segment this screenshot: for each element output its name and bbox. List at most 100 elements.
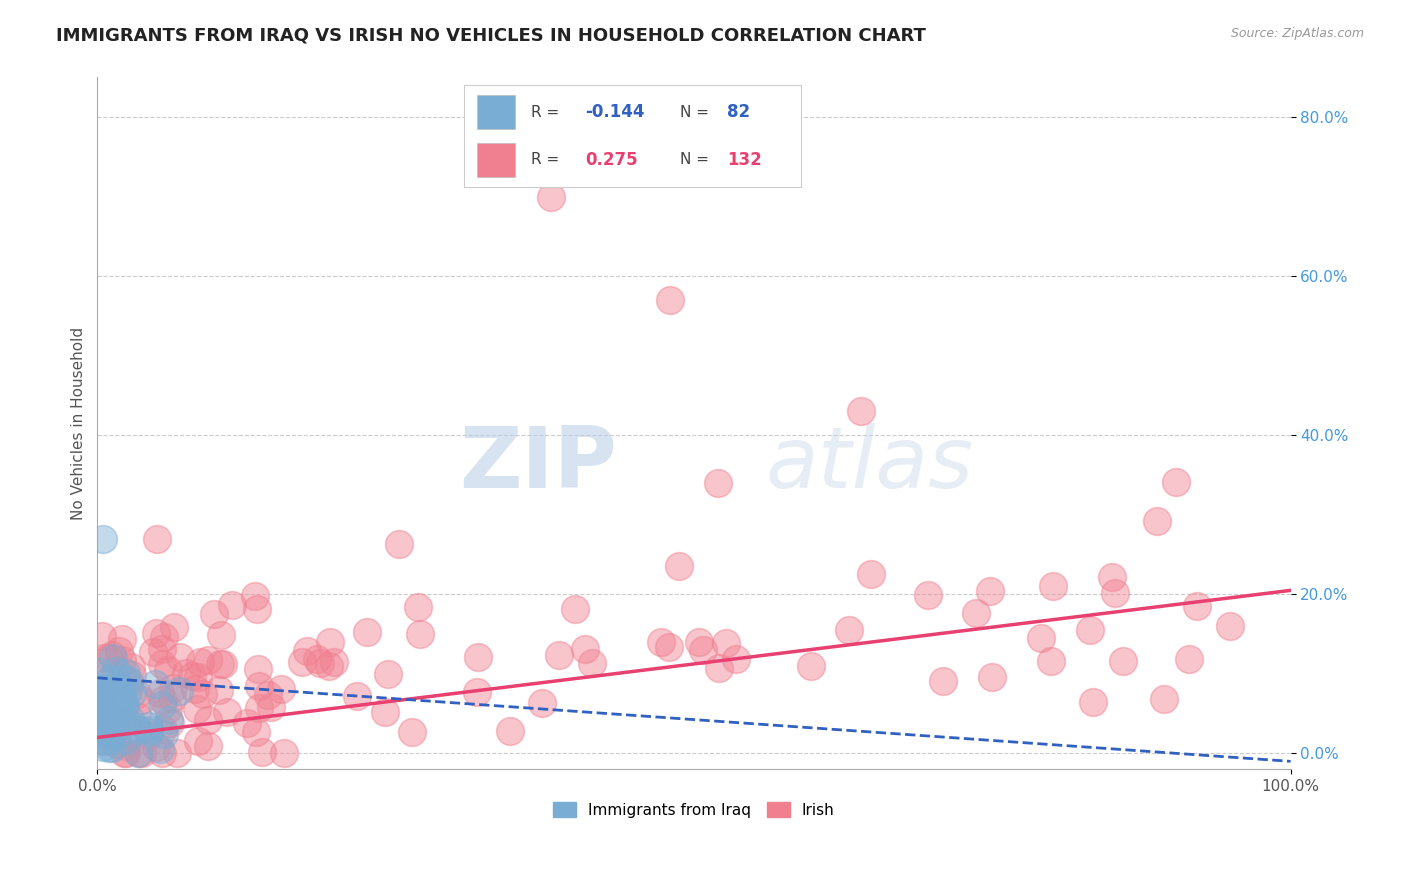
Point: [149, 742, 172, 756]
Point: [138, 725, 160, 739]
Point: [93, 710, 115, 724]
Point: [104, 664, 127, 678]
Point: [110, 711, 132, 725]
Point: [184, 682, 207, 697]
Point: [91, 699, 114, 714]
Point: [111, 712, 134, 726]
Point: [138, 723, 160, 738]
Point: [145, 626, 167, 640]
Point: [94, 697, 117, 711]
Point: [97, 702, 120, 716]
Point: [103, 681, 125, 695]
Point: [87, 681, 110, 696]
Point: [581, 656, 603, 670]
Point: [659, 293, 682, 307]
Point: [128, 747, 150, 761]
Point: [115, 714, 138, 729]
Point: [100, 729, 122, 743]
Point: [93, 704, 115, 718]
Point: [96, 691, 118, 706]
Point: [101, 741, 124, 756]
Point: [209, 628, 232, 642]
Point: [318, 659, 340, 673]
Point: [96, 690, 118, 704]
Point: [148, 686, 170, 700]
Point: [467, 649, 489, 664]
Point: [859, 567, 882, 582]
Point: [707, 475, 730, 490]
Point: [388, 537, 411, 551]
Point: [1029, 632, 1052, 646]
Point: [125, 720, 148, 734]
Point: [87, 719, 110, 733]
Point: [89, 719, 111, 733]
Point: [917, 588, 939, 602]
Point: [89, 705, 111, 719]
Point: [1104, 586, 1126, 600]
Point: [97, 691, 120, 706]
Point: [377, 667, 399, 681]
Point: [146, 532, 169, 546]
Point: [87, 710, 110, 724]
Point: [215, 705, 238, 719]
Point: [94, 712, 117, 726]
Point: [112, 696, 135, 710]
Point: [127, 747, 149, 761]
Point: [409, 626, 432, 640]
Text: Source: ZipAtlas.com: Source: ZipAtlas.com: [1230, 27, 1364, 40]
Point: [150, 747, 173, 761]
Point: [93, 704, 115, 718]
Point: [246, 602, 269, 616]
Point: [112, 713, 135, 727]
Point: [202, 607, 225, 622]
Point: [89, 688, 111, 702]
Point: [169, 683, 191, 698]
Legend: Immigrants from Iraq, Irish: Immigrants from Iraq, Irish: [547, 796, 841, 824]
Point: [90, 723, 112, 738]
Point: [91, 740, 114, 755]
Point: [114, 747, 136, 761]
Point: [91, 718, 114, 732]
Point: [1185, 599, 1208, 613]
Point: [688, 635, 710, 649]
Point: [247, 679, 270, 693]
Point: [103, 698, 125, 713]
Point: [1153, 691, 1175, 706]
Point: [193, 687, 215, 701]
Point: [97, 687, 120, 701]
Point: [125, 687, 148, 701]
Point: [136, 719, 159, 733]
Point: [105, 690, 128, 705]
Point: [564, 602, 586, 616]
Point: [94, 706, 117, 721]
Point: [981, 670, 1004, 684]
Point: [98, 698, 121, 713]
Point: [114, 673, 136, 687]
Point: [838, 623, 860, 637]
Point: [94, 675, 117, 690]
Point: [100, 712, 122, 726]
Point: [186, 702, 208, 716]
Point: [118, 673, 141, 688]
Point: [162, 681, 184, 695]
Point: [236, 716, 259, 731]
Point: [166, 747, 188, 761]
Point: [157, 664, 180, 678]
Point: [257, 688, 280, 702]
Point: [323, 655, 346, 669]
Point: [121, 668, 143, 682]
Point: [87, 683, 110, 698]
Text: R =: R =: [531, 105, 560, 120]
Text: R =: R =: [531, 153, 560, 167]
Point: [157, 702, 180, 716]
Point: [118, 678, 141, 692]
Point: [260, 700, 283, 714]
Point: [346, 689, 368, 703]
Point: [709, 661, 731, 675]
Point: [125, 709, 148, 723]
Point: [291, 655, 314, 669]
Point: [1146, 514, 1168, 528]
Point: [96, 693, 118, 707]
Point: [98, 720, 121, 734]
Point: [96, 688, 118, 702]
